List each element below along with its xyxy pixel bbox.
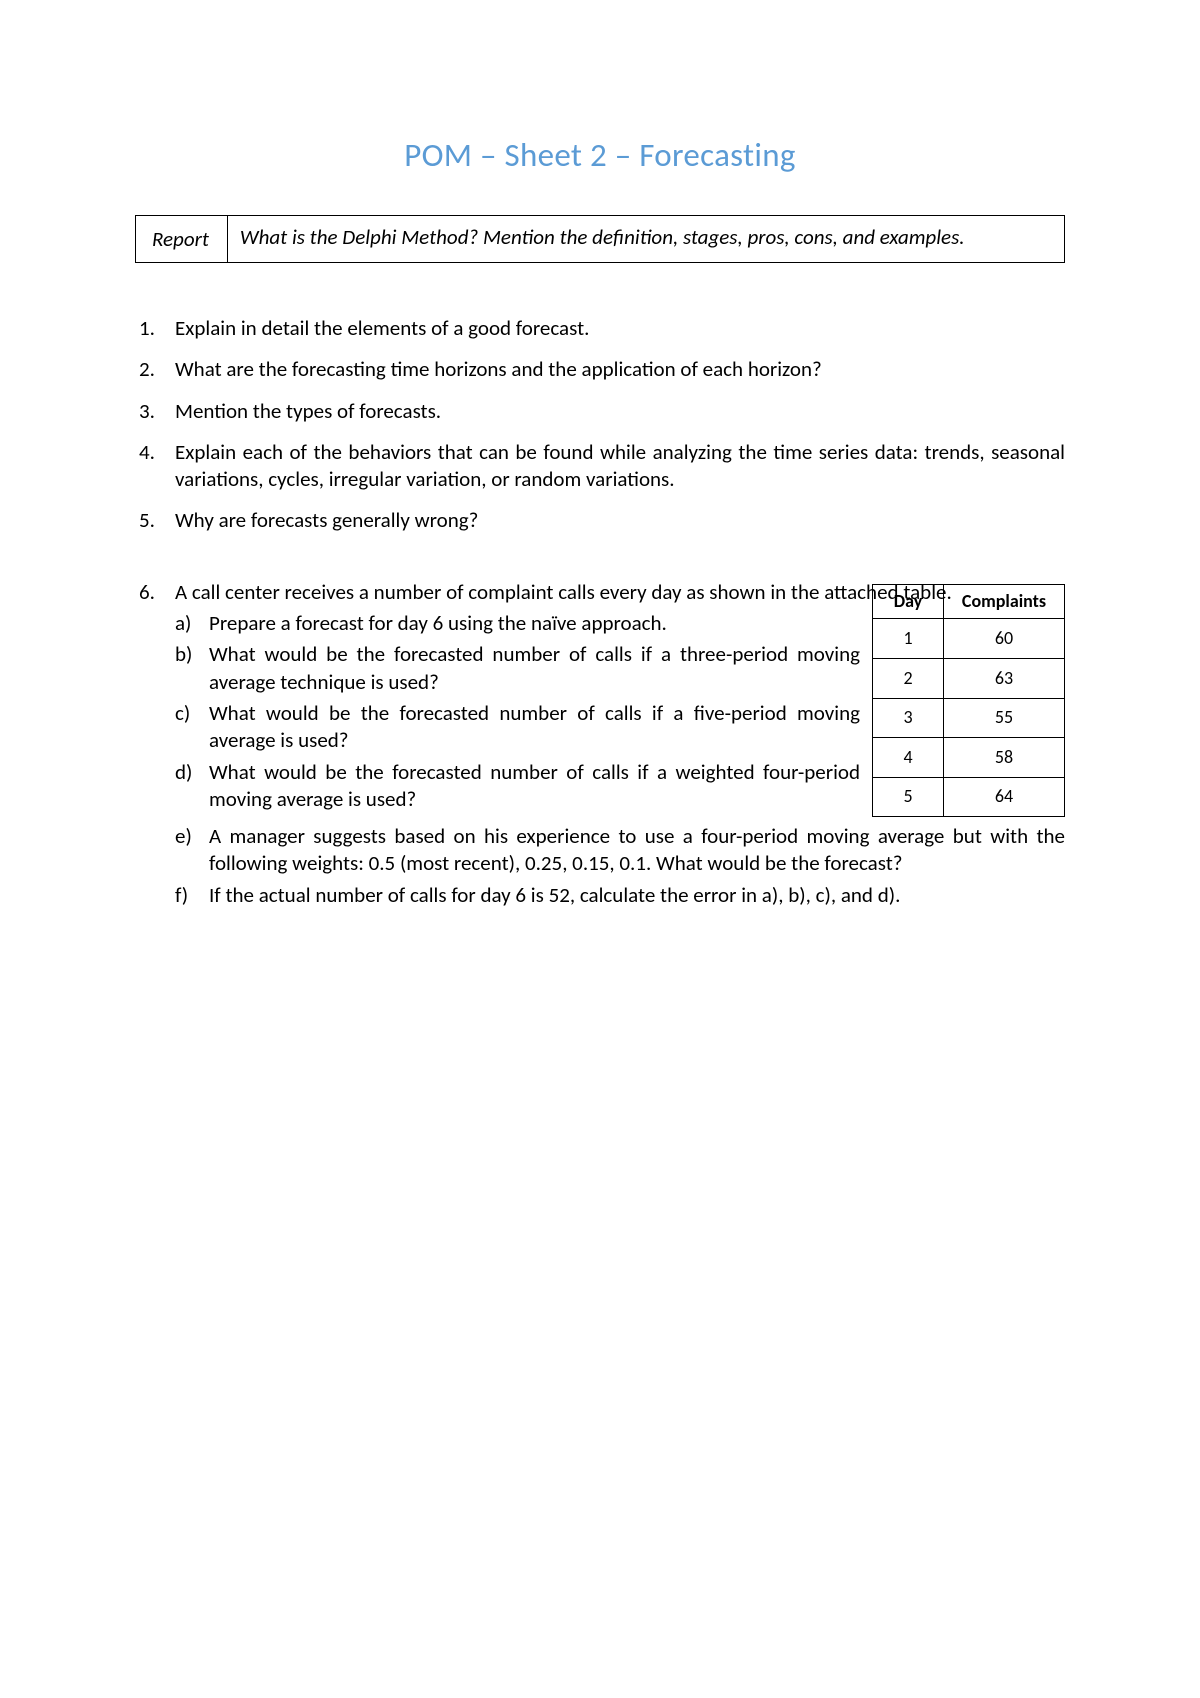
question-list: Explain in detail the elements of a good…: [135, 315, 1065, 535]
table-cell: 55: [944, 698, 1065, 738]
table-header: Day: [873, 585, 944, 619]
table-cell: 3: [873, 698, 944, 738]
table-cell: 64: [944, 777, 1065, 817]
sub-item: e) A manager suggests based on his exper…: [175, 823, 1065, 878]
table-header: Complaints: [944, 585, 1065, 619]
table-cell: 63: [944, 659, 1065, 699]
table-row: 3 55: [873, 698, 1065, 738]
table-row: 1 60: [873, 619, 1065, 659]
report-box: Report What is the Delphi Method? Mentio…: [135, 215, 1065, 263]
sub-item: b) What would be the forecasted number o…: [175, 641, 860, 696]
table-cell: 4: [873, 738, 944, 778]
question-item: Explain in detail the elements of a good…: [135, 315, 1065, 342]
document-page: POM – Sheet 2 – Forecasting Report What …: [0, 0, 1200, 909]
page-title: POM – Sheet 2 – Forecasting: [135, 135, 1065, 175]
sub-text: What would be the forecasted number of c…: [209, 700, 860, 753]
table-row: 2 63: [873, 659, 1065, 699]
sub-text: What would be the forecasted number of c…: [209, 641, 860, 694]
table-cell: 2: [873, 659, 944, 699]
sub-label: d): [175, 759, 192, 786]
table-row: 4 58: [873, 738, 1065, 778]
question-item: Why are forecasts generally wrong?: [135, 507, 1065, 534]
question-6-subs-rest: e) A manager suggests based on his exper…: [175, 823, 1065, 909]
sub-text: What would be the forecasted number of c…: [209, 759, 860, 812]
question-6-number: 6.: [139, 579, 155, 606]
report-text: What is the Delphi Method? Mention the d…: [228, 216, 1064, 262]
question-item: Explain each of the behaviors that can b…: [135, 439, 1065, 494]
question-6-subs-top: a) Prepare a forecast for day 6 using th…: [175, 610, 860, 817]
sub-item: c) What would be the forecasted number o…: [175, 700, 860, 755]
complaints-table: Day Complaints 1 60 2 63 3 55: [872, 584, 1065, 817]
question-6: 6. A call center receives a number of co…: [135, 579, 1065, 909]
table-cell: 1: [873, 619, 944, 659]
sub-text: A manager suggests based on his experien…: [209, 823, 1065, 876]
sub-label: f): [175, 882, 188, 909]
report-label: Report: [136, 216, 228, 262]
question-item: Mention the types of forecasts.: [135, 398, 1065, 425]
sub-item: a) Prepare a forecast for day 6 using th…: [175, 610, 860, 637]
table-header-row: Day Complaints: [873, 585, 1065, 619]
sub-label: e): [175, 823, 192, 850]
table-row: 5 64: [873, 777, 1065, 817]
sub-item: d) What would be the forecasted number o…: [175, 759, 860, 814]
table-cell: 58: [944, 738, 1065, 778]
sub-label: a): [175, 610, 191, 637]
sub-label: b): [175, 641, 192, 668]
table-cell: 5: [873, 777, 944, 817]
question-item: What are the forecasting time horizons a…: [135, 356, 1065, 383]
sub-item: f) If the actual number of calls for day…: [175, 882, 1065, 909]
sub-text: Prepare a forecast for day 6 using the n…: [209, 610, 667, 636]
sub-label: c): [175, 700, 190, 727]
sub-text: If the actual number of calls for day 6 …: [209, 882, 900, 908]
table-cell: 60: [944, 619, 1065, 659]
question-6-body: a) Prepare a forecast for day 6 using th…: [175, 610, 1065, 817]
